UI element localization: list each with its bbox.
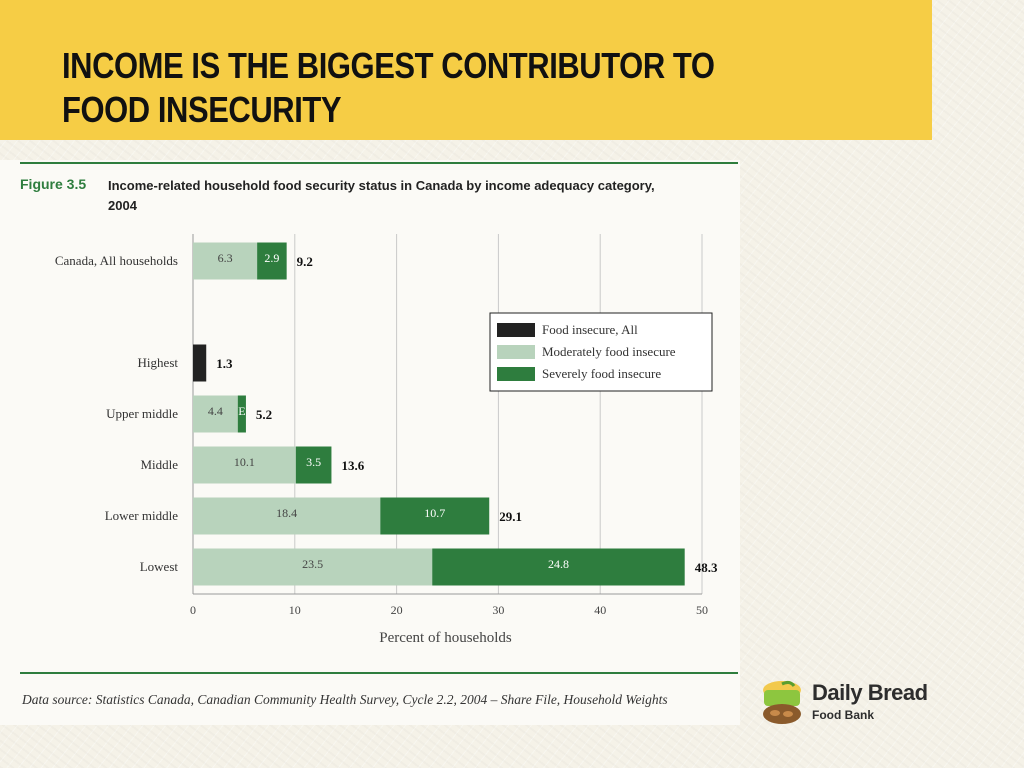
figure-caption: Income-related household food security s… <box>108 178 655 213</box>
segment-label-severe: E <box>238 404 245 418</box>
total-label: 9.2 <box>297 254 313 269</box>
x-tick-label: 20 <box>391 603 403 617</box>
segment-label-moderate: 4.4 <box>208 404 223 418</box>
segment-label-severe: 10.7 <box>424 506 445 520</box>
x-tick-label: 50 <box>696 603 708 617</box>
category-label: Lower middle <box>105 508 179 523</box>
x-tick-label: 40 <box>594 603 606 617</box>
bread-bag-logo-icon <box>763 680 801 724</box>
segment-label-moderate: 10.1 <box>234 455 255 469</box>
category-label: Upper middle <box>106 406 178 421</box>
bar-severely-food-insecure <box>237 395 246 433</box>
logo-name: Daily Bread <box>812 680 928 705</box>
x-tick-label: 0 <box>190 603 196 617</box>
total-label: 29.1 <box>499 509 522 524</box>
legend-swatch <box>497 323 535 337</box>
figure-panel <box>0 160 740 725</box>
legend-entry: Moderately food insecure <box>542 344 676 359</box>
bar-severely-food-insecure <box>432 548 685 586</box>
segment-label-severe: 2.9 <box>264 251 279 265</box>
bar-food-insecure-all <box>193 344 207 382</box>
daily-bread-logo: Daily Bread Food Bank <box>760 678 960 730</box>
total-label: 1.3 <box>216 356 233 371</box>
data-source-note: Data source: Statistics Canada, Canadian… <box>22 692 668 707</box>
legend-entry: Food insecure, All <box>542 322 638 337</box>
category-label: Highest <box>138 355 179 370</box>
bar-moderately-food-insecure <box>193 395 238 433</box>
bar-moderately-food-insecure <box>193 242 258 280</box>
bar-severely-food-insecure <box>257 242 287 280</box>
total-label: 13.6 <box>341 458 364 473</box>
segment-label-moderate: 23.5 <box>302 557 323 571</box>
legend-swatch <box>497 345 535 359</box>
segment-label-severe: 3.5 <box>306 455 321 469</box>
top-rule <box>20 162 738 164</box>
x-axis-label: Percent of households <box>379 630 512 646</box>
slide-title: INCOME IS THE BIGGEST CONTRIBUTOR TO FOO… <box>62 45 715 130</box>
logo-subtitle: Food Bank <box>812 708 874 722</box>
bar-moderately-food-insecure <box>193 548 433 586</box>
bar-severely-food-insecure <box>295 446 332 484</box>
segment-label-severe: 24.8 <box>548 557 569 571</box>
x-tick-label: 10 <box>289 603 301 617</box>
title-band <box>0 0 932 140</box>
bottom-rule <box>20 672 738 674</box>
segment-label-moderate: 18.4 <box>276 506 297 520</box>
total-label: 5.2 <box>256 407 272 422</box>
segment-label-moderate: 6.3 <box>218 251 233 265</box>
total-label: 48.3 <box>695 560 718 575</box>
legend-swatch <box>497 367 535 381</box>
bar-severely-food-insecure <box>380 497 490 535</box>
category-label: Middle <box>140 457 178 472</box>
category-label: Canada, All households <box>55 253 178 268</box>
bar-moderately-food-insecure <box>193 497 381 535</box>
x-tick-label: 30 <box>492 603 504 617</box>
legend-entry: Severely food insecure <box>542 366 661 381</box>
figure-number: Figure 3.5 <box>20 176 87 192</box>
category-label: Lowest <box>140 559 179 574</box>
bar-moderately-food-insecure <box>193 446 296 484</box>
